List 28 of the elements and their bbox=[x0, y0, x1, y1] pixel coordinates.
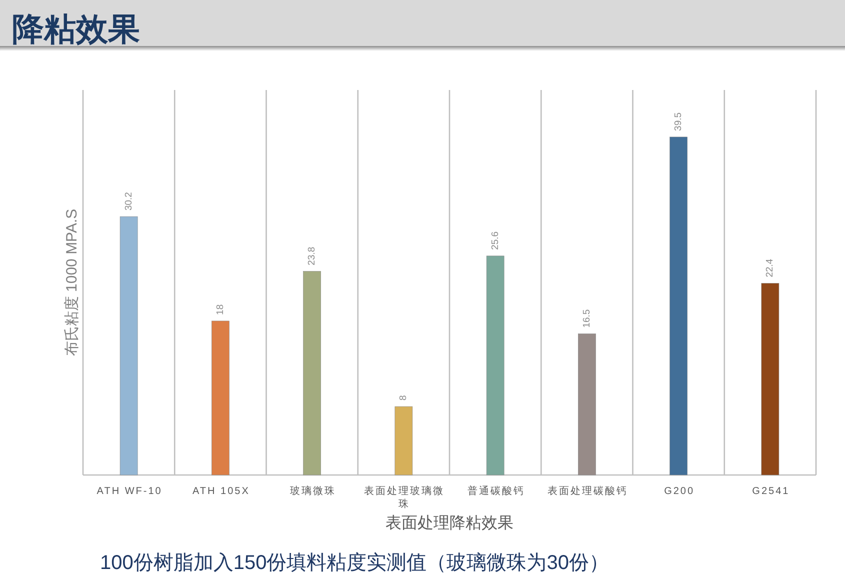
data-label: 22.4 bbox=[764, 258, 776, 278]
bar bbox=[212, 320, 230, 476]
y-axis-title: 布氏粘度 1000 MPA.S bbox=[64, 208, 80, 356]
data-label: 8 bbox=[398, 395, 410, 401]
data-label: 25.6 bbox=[490, 231, 501, 250]
x-tick-label: 玻璃微珠 bbox=[290, 485, 336, 497]
data-label: 39.5 bbox=[673, 112, 684, 131]
bar bbox=[761, 283, 780, 476]
bar bbox=[120, 216, 138, 476]
bar bbox=[303, 271, 321, 476]
text: 100份树脂加入150份填料粘度实测值（玻璃微珠为30份） bbox=[100, 552, 609, 574]
bar bbox=[670, 136, 688, 476]
x-tick-label: ATH WF-10 bbox=[96, 486, 162, 497]
chart-title: 降粘效果 bbox=[12, 11, 140, 47]
data-label: 30.2 bbox=[123, 192, 134, 211]
x-tick-label: G200 bbox=[664, 486, 695, 497]
x-tick-label: G2541 bbox=[752, 486, 790, 497]
bar bbox=[394, 406, 413, 476]
x-tick-label: 普通碳酸钙 bbox=[467, 485, 525, 497]
x-tick-label: 表面处理玻璃微珠 bbox=[364, 485, 445, 510]
bar bbox=[578, 334, 596, 476]
data-label: 23.8 bbox=[306, 246, 318, 266]
data-label: 16.5 bbox=[581, 309, 592, 328]
bar bbox=[486, 256, 504, 476]
x-axis-title: 表面处理降粘效果 bbox=[386, 514, 514, 532]
data-label: 18 bbox=[214, 304, 226, 315]
x-tick-label: ATH 105X bbox=[192, 486, 250, 497]
x-tick-label: 表面处理碳酸钙 bbox=[547, 485, 628, 497]
